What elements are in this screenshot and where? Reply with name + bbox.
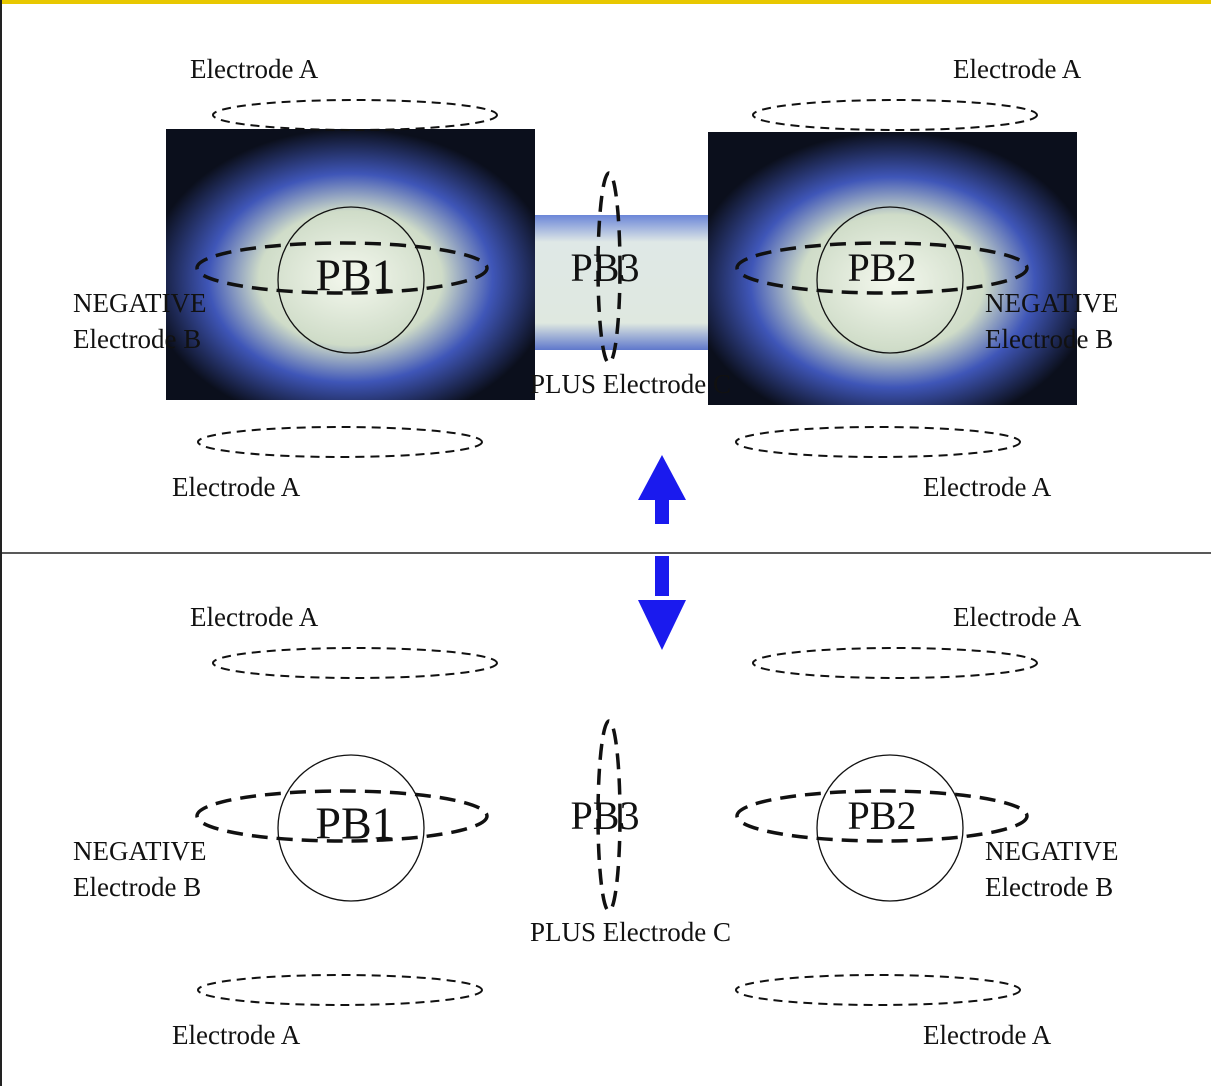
photo-left (166, 129, 535, 400)
electrode-a-label: Electrode A (923, 472, 1052, 502)
electrode-b-label: NEGATIVE (985, 836, 1118, 866)
electrode-b-ring (735, 241, 1029, 295)
plasma-ball-label: PB3 (571, 245, 640, 290)
plasma-ball (816, 754, 964, 902)
electrode-a-ring (212, 647, 498, 679)
electrode-b-label: NEGATIVE (985, 288, 1118, 318)
plasma-ball (277, 754, 425, 902)
electrode-a-ring (752, 99, 1038, 131)
electrode-a-ring (197, 426, 483, 458)
electrode-c-ring (596, 171, 622, 365)
electrode-a-label: Electrode A (923, 1020, 1052, 1050)
electrode-c-label: PLUS Electrode C (530, 917, 731, 947)
plasma-ball-label: PB1 (315, 798, 394, 849)
electrode-a-label: Electrode A (172, 472, 301, 502)
electrode-b-ring (195, 789, 489, 843)
electrode-a-ring (752, 647, 1038, 679)
electrode-b-ring (195, 241, 489, 295)
electrode-a-ring (735, 974, 1021, 1006)
arrow-shaft (655, 498, 669, 524)
electrode-a-label: Electrode A (190, 602, 319, 632)
electrode-a-label: Electrode A (172, 1020, 301, 1050)
electrode-a-label: Electrode A (953, 54, 1082, 84)
electrode-c-ring (596, 719, 622, 913)
top-border (0, 0, 1211, 4)
electrode-b-label: NEGATIVE (73, 836, 206, 866)
electrode-b-ring (735, 789, 1029, 843)
labels: Electrode A Electrode A Electrode A Electro… (73, 54, 1118, 1050)
electrode-a-ring (212, 99, 498, 131)
arrow (638, 455, 686, 650)
arrow-down-head (638, 600, 686, 650)
electrode-a-ring (735, 426, 1021, 458)
electrode-b-label: Electrode B (73, 324, 201, 354)
plasma-ball-label: PB1 (315, 250, 394, 301)
electrode-b-label: NEGATIVE (73, 288, 206, 318)
plasma-ball (816, 206, 964, 354)
photo (166, 129, 1077, 405)
arrow-up-head (638, 455, 686, 500)
electrode-b-label: Electrode B (73, 872, 201, 902)
electrode-b-label: Electrode B (985, 324, 1113, 354)
arrow-shaft (655, 556, 669, 596)
electrode-a-label: Electrode A (953, 602, 1082, 632)
plasma-ball-label: PB3 (571, 793, 640, 838)
plasma-ball (277, 206, 425, 354)
electrode-a-ring (197, 974, 483, 1006)
electrode-a-label: Electrode A (190, 54, 319, 84)
photo-right (708, 132, 1077, 405)
electrode-c-label: PLUS Electrode C (530, 369, 731, 399)
plasma-ball-label: PB2 (848, 793, 917, 838)
electrode-b-label: Electrode B (985, 872, 1113, 902)
plasma-ball-label: PB2 (848, 245, 917, 290)
